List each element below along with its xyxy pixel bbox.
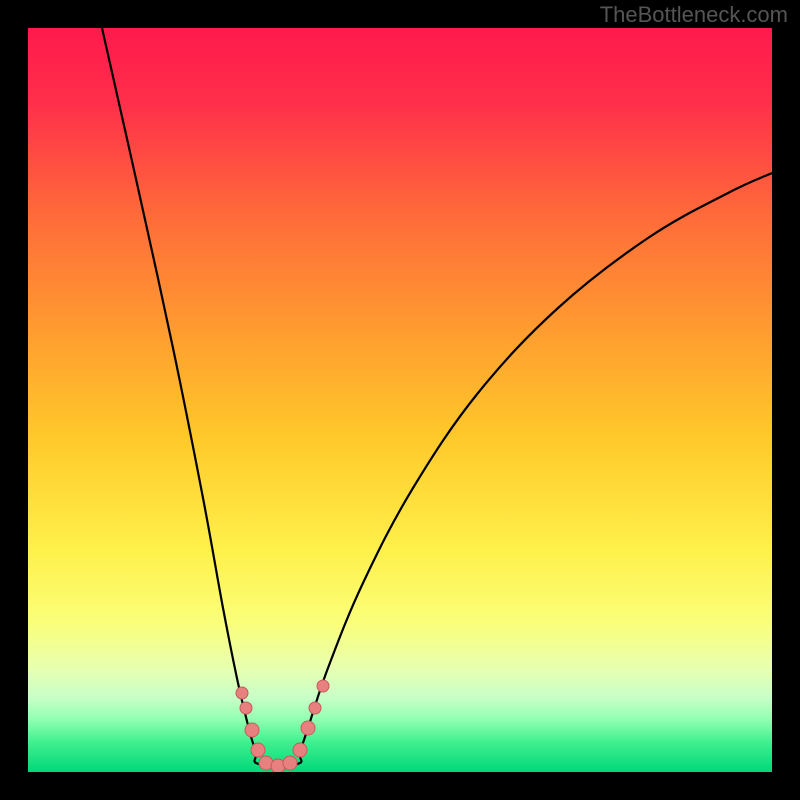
data-marker bbox=[283, 756, 297, 770]
data-marker bbox=[251, 743, 265, 757]
data-marker bbox=[240, 702, 252, 714]
bottleneck-curve bbox=[102, 28, 772, 765]
data-marker bbox=[317, 680, 329, 692]
data-marker bbox=[236, 687, 248, 699]
plot-area bbox=[28, 28, 772, 772]
data-marker bbox=[301, 721, 315, 735]
data-marker bbox=[293, 743, 307, 757]
data-marker bbox=[309, 702, 321, 714]
watermark-text: TheBottleneck.com bbox=[600, 2, 788, 28]
data-marker bbox=[245, 723, 259, 737]
curve-layer bbox=[28, 28, 772, 772]
